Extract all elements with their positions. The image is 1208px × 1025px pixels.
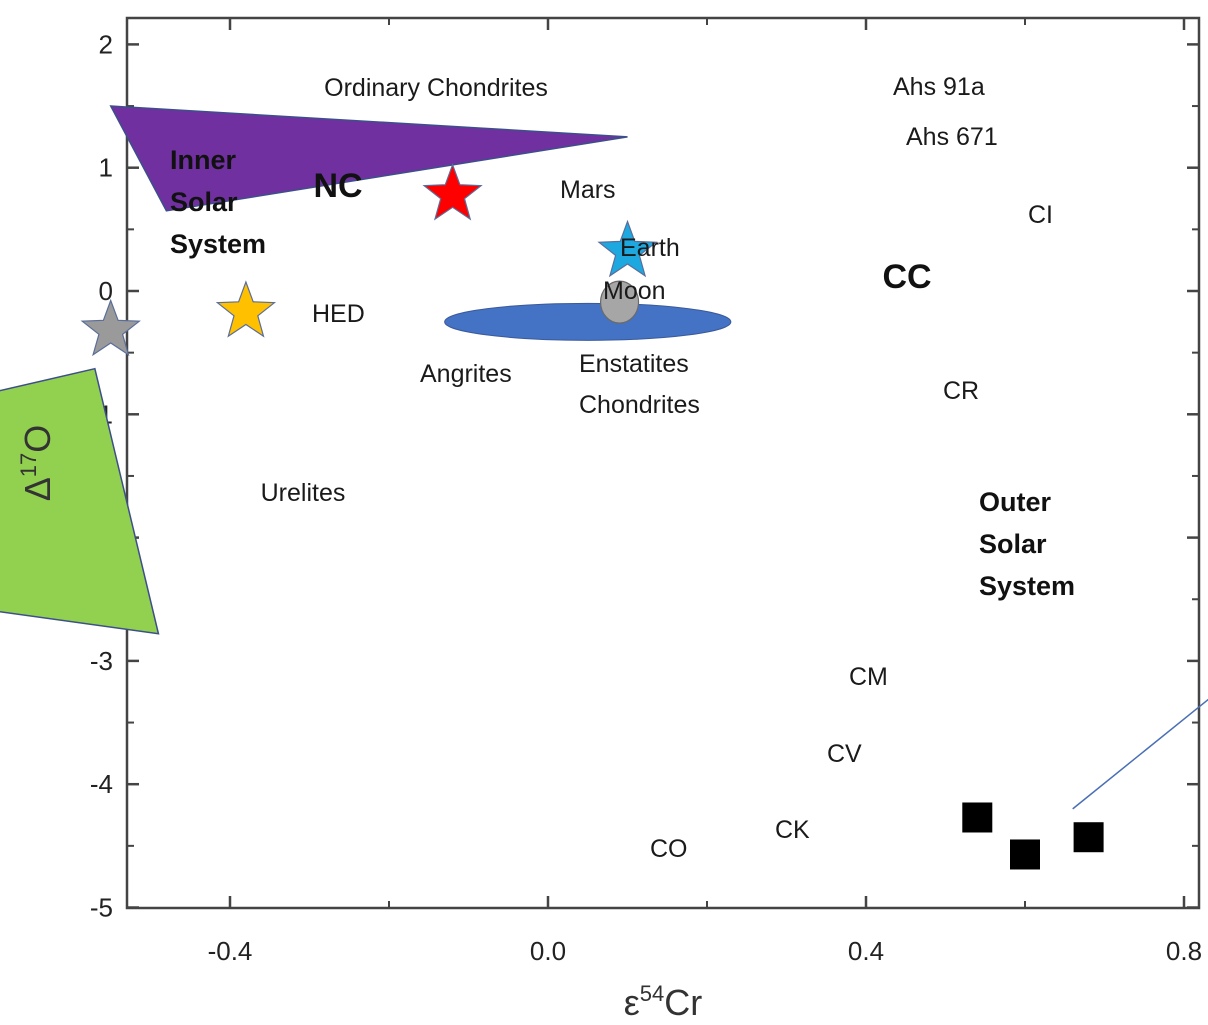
label-outer-1: Outer bbox=[979, 487, 1052, 517]
x-tick-label: 0.0 bbox=[530, 936, 566, 966]
label-ahs-671: Ahs 671 bbox=[906, 123, 998, 151]
earth-star-marker bbox=[597, 219, 658, 278]
enstatites-chondrites-region bbox=[444, 302, 732, 341]
y-axis-title: Δ17O bbox=[16, 425, 58, 502]
label-earth: Earth bbox=[620, 234, 680, 262]
x-tick-label: 0.4 bbox=[848, 936, 884, 966]
label-inner-2: Solar bbox=[170, 187, 238, 217]
x-tick-label: -0.4 bbox=[208, 936, 253, 966]
label-outer-2: Solar bbox=[979, 529, 1047, 559]
y-tick-label: -5 bbox=[90, 893, 113, 923]
y-tick-label: -3 bbox=[90, 646, 113, 676]
label-ordinary-chondrites: Ordinary Chondrites bbox=[324, 74, 548, 102]
moon-marker bbox=[599, 280, 640, 324]
label-mars: Mars bbox=[560, 176, 616, 204]
trend-line bbox=[1072, 698, 1208, 810]
label-ahs-91a: Ahs 91a bbox=[893, 73, 985, 101]
label-inner-3: System bbox=[170, 229, 266, 259]
ck-square-marker bbox=[1073, 822, 1104, 853]
mars-star-marker bbox=[422, 163, 483, 221]
label-inner-1: Inner bbox=[170, 145, 237, 175]
urelites-region bbox=[0, 367, 160, 635]
co-square-marker bbox=[1010, 839, 1040, 870]
co-square-marker bbox=[962, 802, 993, 833]
y-tick-label: 2 bbox=[99, 29, 113, 59]
label-ck: CK bbox=[775, 816, 810, 844]
x-axis: -1.2-0.8-0.40.00.40.81.21.62.0 bbox=[208, 18, 1202, 966]
label-urelites: Urelites bbox=[261, 479, 346, 507]
y-tick-label: 0 bbox=[99, 276, 113, 306]
carbonaceous-points bbox=[962, 802, 1104, 870]
planet-stars bbox=[80, 163, 658, 357]
label-moon: Moon bbox=[603, 277, 666, 305]
label-cr: CR bbox=[943, 377, 979, 405]
label-ci: CI bbox=[1028, 201, 1053, 229]
label-cv: CV bbox=[827, 740, 862, 768]
label-angrites: Angrites bbox=[420, 360, 512, 388]
angrites-star-marker bbox=[215, 280, 277, 338]
label-outer-3: System bbox=[979, 571, 1075, 601]
x-axis-title: ε54Cr bbox=[624, 981, 703, 1023]
label-hed: HED bbox=[312, 300, 365, 328]
ordinary-chondrites-region bbox=[109, 105, 628, 212]
hed-star-marker bbox=[80, 298, 141, 357]
label-cm: CM bbox=[849, 663, 888, 691]
plot-frame bbox=[125, 16, 1201, 910]
regions bbox=[0, 105, 732, 635]
label-nc: NC bbox=[313, 167, 362, 205]
label-cc: CC bbox=[882, 258, 931, 296]
x-tick-label: 0.8 bbox=[1166, 936, 1202, 966]
y-tick-label: 1 bbox=[99, 153, 113, 183]
label-enstatites-2: Chondrites bbox=[579, 391, 700, 419]
y-tick-label: -4 bbox=[90, 769, 113, 799]
label-enstatites-1: Enstatites bbox=[579, 350, 689, 378]
label-co: CO bbox=[650, 835, 688, 863]
